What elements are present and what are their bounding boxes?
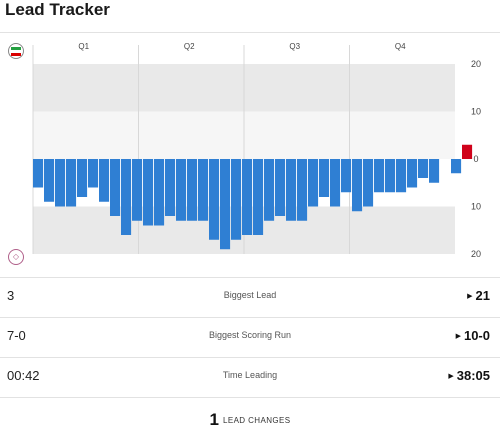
lead-bar (429, 159, 440, 183)
lead-bar (418, 159, 429, 178)
lead-bar (341, 159, 352, 193)
lead-bar (352, 159, 363, 212)
y-tick-label: 20 (471, 249, 481, 259)
iran-flag-icon (8, 43, 24, 59)
team-crest-icon: ◇ (8, 249, 24, 265)
quarter-label: Q1 (78, 42, 89, 51)
quarter-label: Q4 (395, 42, 406, 51)
lead-bar (275, 159, 286, 216)
lead-bar (451, 159, 462, 174)
stat-left-value: 7-0 (7, 328, 26, 343)
lead-bar (253, 159, 264, 235)
stat-right-number: 21 (475, 288, 490, 303)
lead-bar (77, 159, 88, 197)
triangle-right-icon: ▶ (467, 293, 473, 300)
lead-bar (374, 159, 385, 193)
stat-right-value: ▶ 38:05 (448, 368, 490, 383)
lead-bar (198, 159, 209, 221)
lead-bar (55, 159, 66, 207)
lead-bar (209, 159, 220, 240)
lead-bar (407, 159, 418, 188)
lead-bar (319, 159, 330, 197)
triangle-right-icon: ▶ (455, 333, 461, 340)
lead-bar (242, 159, 253, 235)
lead-bar (385, 159, 396, 193)
stat-right-value: ▶ 10-0 (456, 328, 490, 343)
divider (0, 317, 500, 318)
lead-tracker-chart: Q1 Q2 Q3 Q4 20 10 0 10 20 (0, 32, 500, 259)
lead-bar (264, 159, 275, 221)
lead-bar (132, 159, 143, 221)
quarter-labels: Q1 Q2 Q3 Q4 (78, 42, 406, 51)
lead-changes-count: 1 (209, 410, 219, 429)
y-tick-label: 10 (471, 107, 481, 117)
lead-bar (33, 159, 44, 188)
lead-bar (99, 159, 110, 202)
stat-row-biggest-lead: 3 Biggest Lead ▶ 21 (0, 278, 500, 316)
quarter-label: Q2 (184, 42, 195, 51)
lead-bars (33, 144, 473, 250)
lead-bar (176, 159, 187, 221)
y-tick-label: 0 (473, 154, 478, 164)
stat-right-number: 10-0 (463, 328, 490, 343)
stat-label: Time Leading (222, 370, 278, 380)
y-tick-label: 20 (471, 59, 481, 69)
divider (0, 397, 500, 398)
lead-bar (143, 159, 154, 226)
stat-label: Biggest Scoring Run (208, 330, 292, 340)
lead-changes: 1 LEAD CHANGES (0, 410, 500, 430)
lead-bar (66, 159, 77, 207)
stat-left-value: 00:42 (7, 368, 40, 383)
stat-row-time-leading: 00:42 Time Leading ▶ 38:05 (0, 358, 500, 396)
stat-right-number: 38:05 (456, 368, 490, 383)
lead-bar (231, 159, 242, 240)
divider (0, 357, 500, 358)
lead-bar (330, 159, 341, 207)
stat-row-biggest-scoring-run: 7-0 Biggest Scoring Run ▶ 10-0 (0, 318, 500, 356)
lead-changes-label: LEAD CHANGES (222, 415, 291, 425)
stat-right-value: ▶ 21 (467, 288, 490, 303)
lead-bar (297, 159, 308, 221)
triangle-right-icon: ▶ (448, 373, 454, 380)
stat-left-value: 3 (7, 288, 15, 303)
lead-bar (462, 144, 473, 159)
lead-bar (110, 159, 121, 216)
divider (0, 277, 500, 278)
stat-label: Biggest Lead (223, 290, 277, 300)
lead-bar (154, 159, 165, 226)
lead-bar (165, 159, 176, 216)
lead-bar (308, 159, 319, 207)
lead-bar (286, 159, 297, 221)
lead-bar (220, 159, 231, 250)
lead-bar (396, 159, 407, 193)
lead-bar (187, 159, 198, 221)
lead-bar (121, 159, 132, 235)
lead-bar (44, 159, 55, 202)
page-title: Lead Tracker (5, 0, 110, 19)
y-tick-label: 10 (471, 202, 481, 212)
lead-bar (363, 159, 374, 207)
y-tick-labels: 20 10 0 10 20 (471, 59, 481, 259)
quarter-label: Q3 (289, 42, 300, 51)
lead-bar (88, 159, 99, 188)
